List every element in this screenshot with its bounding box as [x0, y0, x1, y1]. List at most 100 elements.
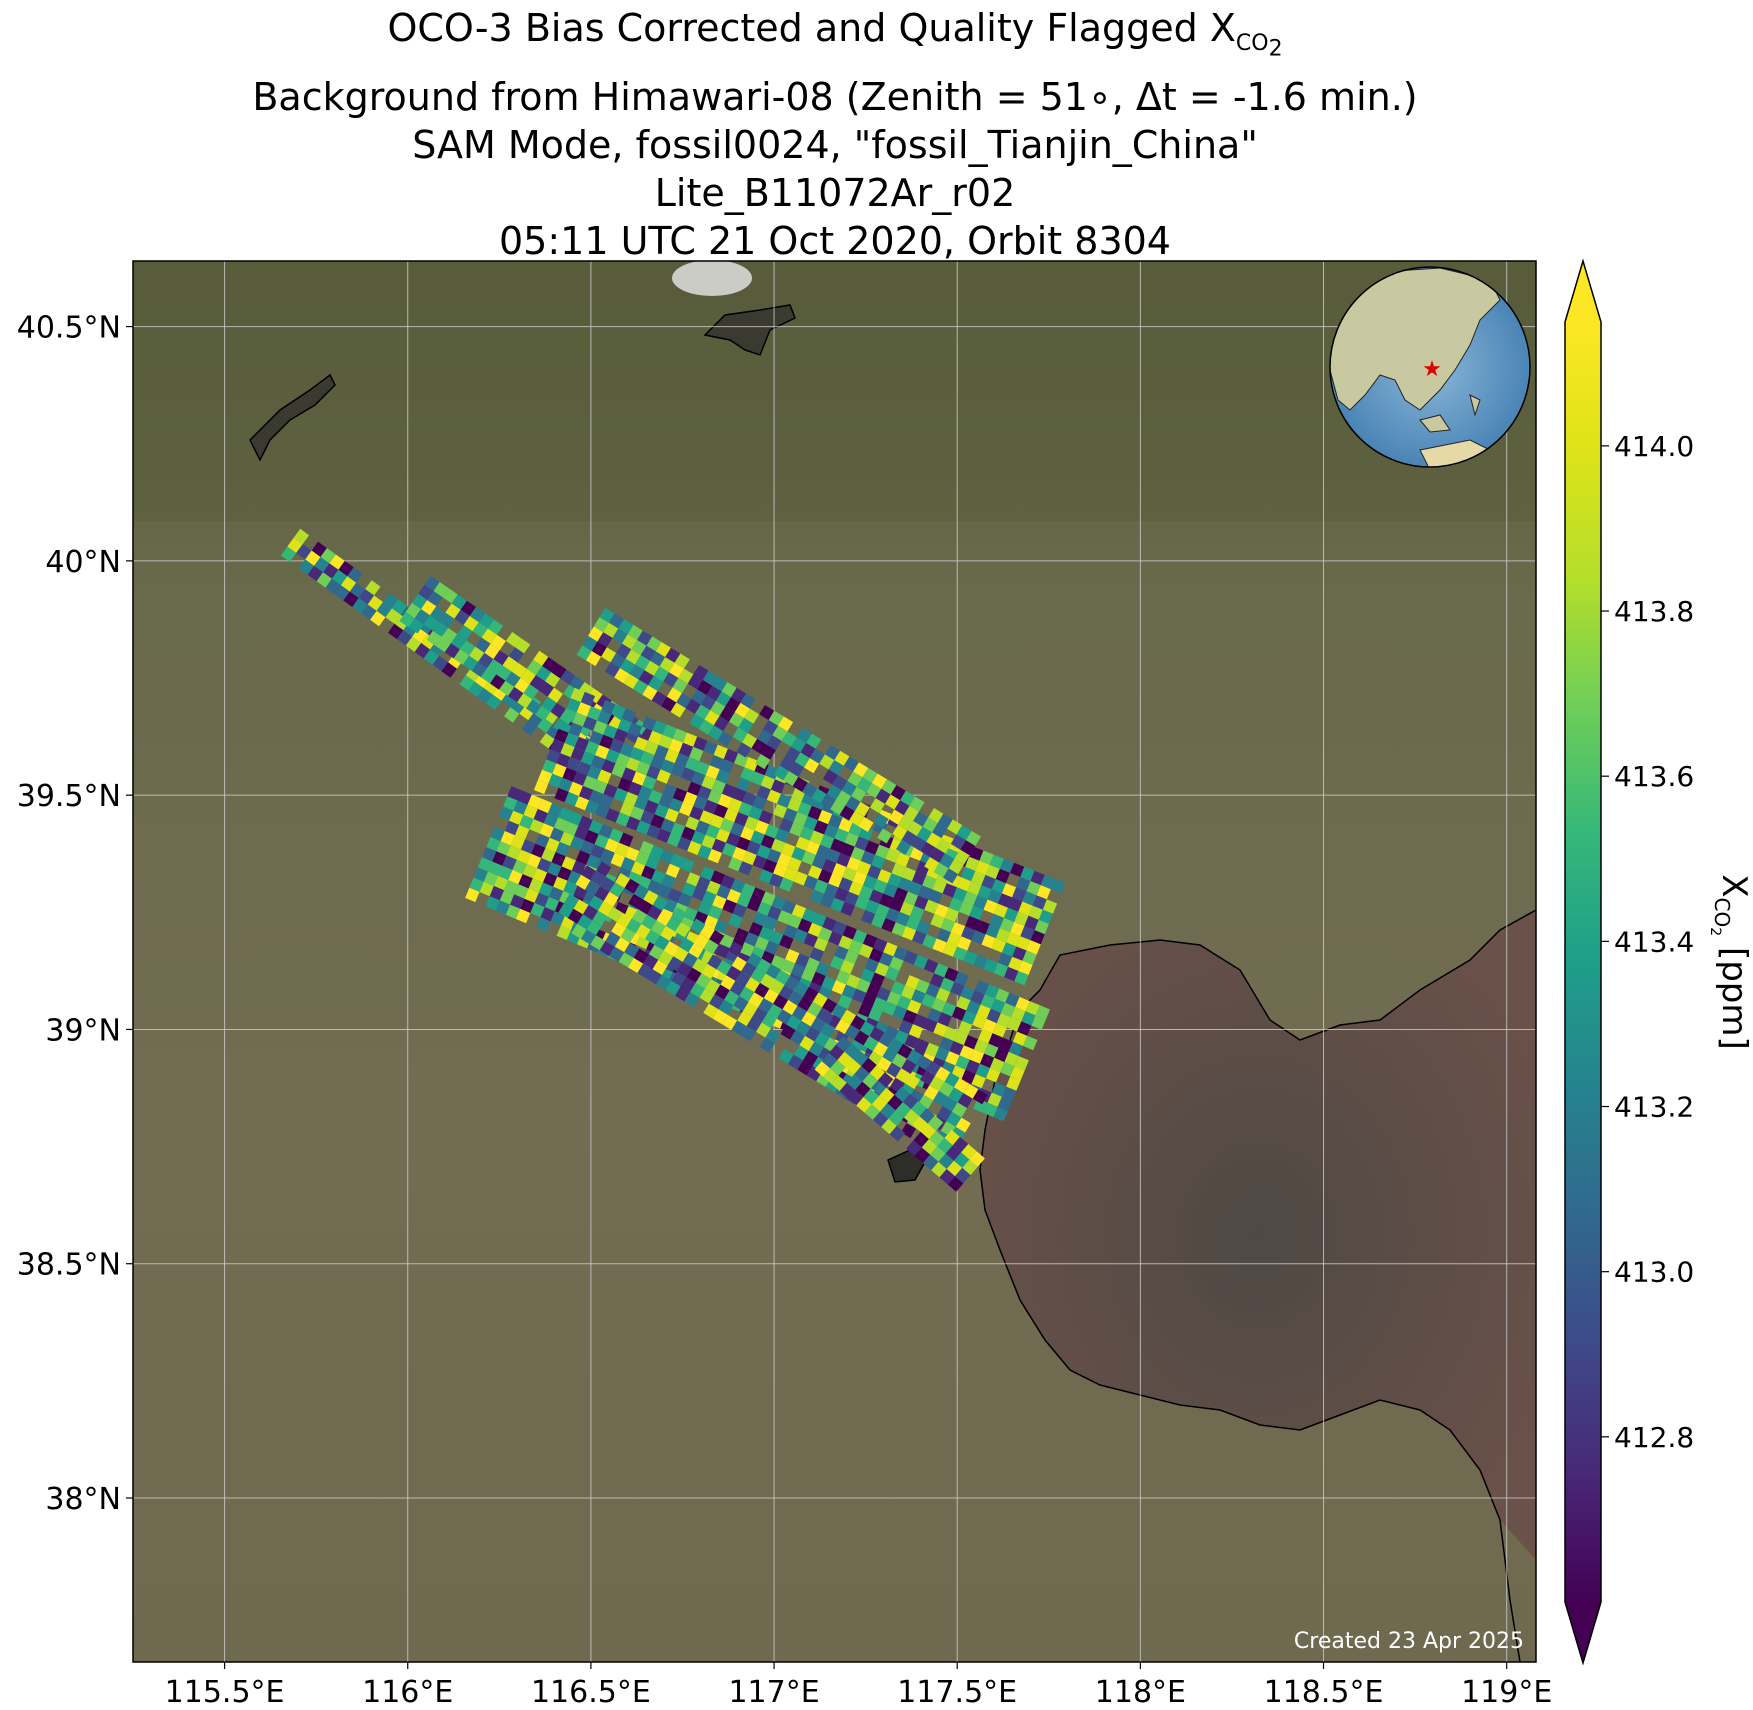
xco2-sounding	[1018, 960, 1033, 975]
y-tick-label: 38.5°N	[17, 1248, 121, 1283]
xco2-sounding	[834, 828, 849, 843]
xco2-sounding	[733, 996, 749, 1012]
xco2-sounding	[609, 946, 625, 962]
xco2-sounding	[748, 922, 763, 937]
xco2-sounding	[953, 946, 968, 961]
xco2-sounding	[982, 1018, 997, 1034]
xco2-sounding	[734, 927, 749, 943]
xco2-sounding	[750, 771, 765, 786]
xco2-sounding	[764, 940, 780, 955]
map-area[interactable]	[133, 260, 1536, 1662]
xco2-sounding	[842, 867, 857, 882]
xco2-sounding	[589, 730, 604, 745]
xco2-sounding	[660, 759, 675, 774]
xco2-sounding	[469, 646, 485, 662]
xco2-sounding	[719, 759, 735, 774]
xco2-sounding	[1004, 907, 1019, 922]
xco2-sounding	[951, 1006, 967, 1021]
xco2-sounding	[619, 802, 634, 817]
xco2-sounding	[814, 1032, 830, 1048]
xco2-sounding	[654, 804, 669, 819]
xco2-sounding	[941, 1002, 957, 1017]
xco2-sounding	[844, 891, 859, 906]
xco2-sounding	[473, 867, 488, 882]
xco2-sounding	[524, 888, 539, 903]
xco2-sounding	[777, 852, 792, 868]
xco2-sounding	[783, 771, 799, 787]
xco2-sounding	[601, 700, 616, 715]
xco2-sounding	[564, 732, 579, 748]
xco2-sounding	[942, 1096, 958, 1112]
xco2-sounding	[298, 559, 315, 575]
xco2-sounding	[957, 936, 972, 951]
xco2-sounding	[876, 986, 891, 1002]
xco2-sounding	[424, 575, 440, 591]
xco2-sounding	[924, 899, 939, 914]
xco2-sounding	[961, 1144, 977, 1160]
xco2-sounding	[529, 675, 545, 691]
xco2-sounding	[915, 979, 930, 994]
xco2-sounding	[996, 1013, 1012, 1028]
xco2-sounding	[931, 1161, 947, 1178]
xco2-sounding	[642, 716, 657, 731]
xco2-sounding	[916, 1055, 932, 1071]
xco2-sounding	[731, 687, 747, 703]
xco2-sounding	[490, 826, 505, 842]
xco2-sounding	[722, 1014, 738, 1030]
xco2-sounding	[564, 893, 580, 909]
xco2-sounding	[903, 950, 918, 965]
xco2-sounding	[681, 826, 696, 841]
xco2-sounding	[533, 808, 548, 824]
xco2-sounding	[1034, 919, 1049, 935]
xco2-sounding	[793, 928, 808, 944]
xco2-sounding	[701, 963, 717, 979]
xco2-sounding	[913, 954, 929, 970]
xco2-sounding	[847, 1090, 864, 1106]
xco2-sounding	[617, 718, 632, 733]
xco2-sounding	[785, 949, 800, 964]
xco2-sounding	[668, 738, 683, 753]
xco2-sounding	[830, 1060, 846, 1076]
xco2-sounding	[758, 869, 774, 884]
xco2-sounding	[983, 899, 998, 914]
xco2-sounding	[681, 882, 697, 897]
xco2-sounding	[463, 616, 479, 632]
xco2-sounding	[523, 804, 538, 820]
xco2-sounding	[953, 1077, 969, 1093]
xco2-sounding	[664, 808, 679, 823]
xco2-sounding	[468, 681, 484, 697]
xco2-sounding	[765, 1028, 781, 1044]
xco2-sounding	[751, 738, 767, 754]
xco2-sounding	[814, 1061, 831, 1077]
xco2-sounding	[969, 1049, 985, 1064]
xco2-sounding	[810, 1017, 826, 1033]
xco2-sounding	[558, 777, 573, 792]
xco2-sounding	[830, 799, 846, 815]
xco2-sounding	[744, 932, 759, 947]
xco2-sounding	[532, 868, 548, 883]
xco2-sounding	[900, 790, 916, 806]
xco2-sounding	[752, 855, 767, 870]
xco2-sounding	[488, 861, 503, 876]
xco2-sounding	[638, 785, 653, 800]
xco2-sounding	[869, 889, 884, 904]
xco2-sounding	[725, 697, 741, 713]
xco2-sounding	[931, 997, 946, 1013]
xco2-sounding	[848, 939, 863, 954]
xco2-sounding	[1001, 883, 1017, 898]
xco2-sounding	[852, 929, 868, 944]
xco2-sounding	[1001, 1086, 1017, 1101]
xco2-sounding	[691, 886, 707, 901]
xco2-sounding	[803, 875, 818, 890]
xco2-sounding	[518, 874, 533, 889]
xco2-sounding	[620, 927, 636, 943]
xco2-sounding	[433, 582, 449, 598]
x-tick-label: 116°E	[362, 1675, 453, 1710]
xco2-sounding	[588, 895, 604, 911]
xco2-sounding	[742, 1001, 758, 1017]
xco2-sounding	[775, 969, 791, 985]
xco2-sounding	[752, 1007, 768, 1023]
xco2-sounding	[750, 830, 765, 845]
xco2-sounding	[663, 672, 679, 688]
xco2-sounding	[897, 1043, 913, 1059]
